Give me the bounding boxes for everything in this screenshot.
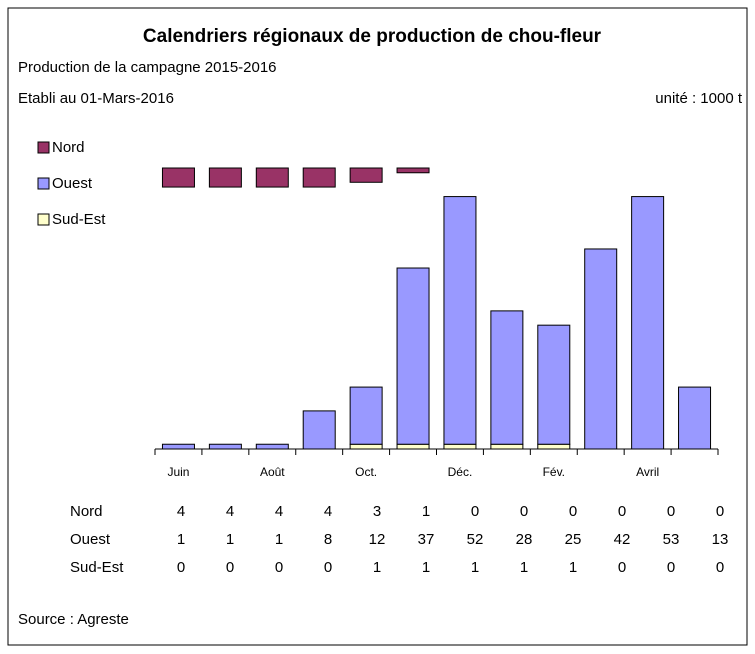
legend-label: Ouest — [52, 175, 93, 192]
subtitle: Production de la campagne 2015-2016 — [18, 59, 277, 76]
bar — [631, 196, 665, 450]
table-cell: 4 — [226, 503, 234, 520]
bar — [255, 167, 289, 188]
source: Source : Agreste — [18, 611, 129, 628]
bar — [490, 310, 524, 445]
table-cell: 4 — [177, 503, 185, 520]
table-cell: 1 — [422, 503, 430, 520]
bar — [302, 410, 336, 450]
legend-label: Sud-Est — [52, 211, 106, 228]
bar — [490, 443, 524, 450]
bar — [161, 443, 195, 450]
bar — [349, 386, 383, 445]
table-cell: 0 — [667, 503, 675, 520]
chart-title: Calendriers régionaux de production de c… — [143, 26, 602, 47]
table-cell: 0 — [177, 559, 185, 576]
x-tick-label: Oct. — [355, 465, 377, 479]
bar — [349, 443, 383, 450]
bar — [678, 386, 712, 450]
table-cell: 0 — [618, 559, 626, 576]
table-cell: 37 — [418, 531, 435, 548]
table-cell: 25 — [565, 531, 582, 548]
legend-label: Nord — [52, 139, 85, 156]
bar — [537, 443, 571, 450]
table-cell: 0 — [667, 559, 675, 576]
bar — [443, 443, 477, 450]
table-row-label: Ouest — [70, 531, 111, 548]
table-cell: 1 — [226, 531, 234, 548]
table-cell: 28 — [516, 531, 533, 548]
table-cell: 1 — [520, 559, 528, 576]
bar — [396, 167, 430, 174]
table-cell: 52 — [467, 531, 484, 548]
table-cell: 0 — [471, 503, 479, 520]
bar — [208, 167, 242, 188]
x-tick-label: Juin — [167, 465, 189, 479]
bar — [584, 248, 618, 450]
legend-swatch — [37, 141, 50, 154]
table-cell: 1 — [275, 531, 283, 548]
table-cell: 0 — [275, 559, 283, 576]
table-cell: 1 — [569, 559, 577, 576]
table-cell: 53 — [663, 531, 680, 548]
table-row-label: Sud-Est — [70, 559, 124, 576]
bar — [443, 196, 477, 445]
table-cell: 0 — [520, 503, 528, 520]
table-cell: 3 — [373, 503, 381, 520]
plot: Nord Ouest Sud-Est Juin Août Oct. Déc. Fév. Avri… — [37, 139, 729, 576]
table-cell: 42 — [614, 531, 631, 548]
table-cell: 0 — [324, 559, 332, 576]
bar — [302, 167, 336, 188]
bar — [537, 324, 571, 445]
table-cell: 0 — [226, 559, 234, 576]
table-cell: 4 — [275, 503, 283, 520]
table-cell: 1 — [373, 559, 381, 576]
date-note: Etabli au 01-Mars-2016 — [18, 90, 174, 107]
table-cell: 4 — [324, 503, 332, 520]
table-cell: 12 — [369, 531, 386, 548]
x-tick-label: Fév. — [543, 465, 565, 479]
table-cell: 13 — [712, 531, 729, 548]
x-tick-label: Avril — [636, 465, 659, 479]
legend-swatch — [37, 177, 50, 190]
bar — [349, 167, 383, 183]
x-tick-label: Déc. — [448, 465, 473, 479]
table-cell: 0 — [716, 559, 724, 576]
x-tick-label: Août — [260, 465, 285, 479]
bar — [208, 443, 242, 450]
table-cell: 1 — [471, 559, 479, 576]
bar — [161, 167, 195, 188]
frame — [7, 7, 748, 646]
legend-swatch — [37, 213, 50, 226]
bar — [396, 267, 430, 445]
table-cell: 0 — [569, 503, 577, 520]
bar — [255, 443, 289, 450]
unit-note: unité : 1000 t — [655, 90, 743, 107]
table-cell: 1 — [422, 559, 430, 576]
table-cell: 0 — [716, 503, 724, 520]
table-row-label: Nord — [70, 503, 103, 520]
table-cell: 1 — [177, 531, 185, 548]
table-cell: 0 — [618, 503, 626, 520]
table-cell: 8 — [324, 531, 332, 548]
bar — [396, 443, 430, 450]
